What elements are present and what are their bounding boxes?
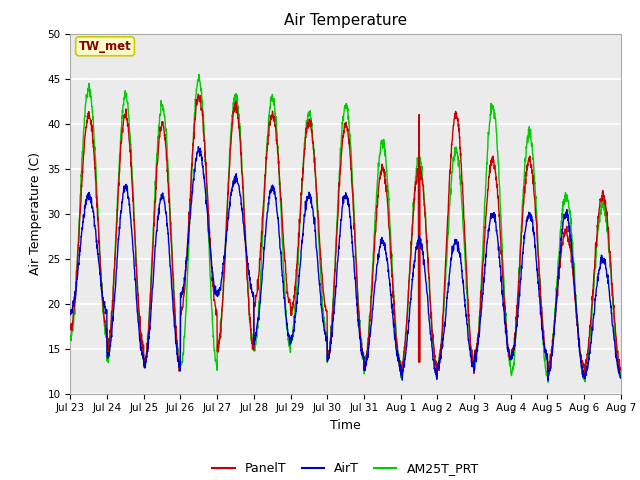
AM25T_PRT: [195, 72, 203, 77]
PanelT: [374, 201, 381, 207]
AirT: [544, 377, 552, 383]
AirT: [506, 354, 513, 360]
Title: Air Temperature: Air Temperature: [284, 13, 407, 28]
X-axis label: Time: Time: [330, 419, 361, 432]
Line: AM25T_PRT: AM25T_PRT: [70, 74, 621, 382]
Line: AirT: AirT: [70, 147, 621, 380]
AM25T_PRT: [362, 361, 369, 367]
AirT: [584, 364, 592, 370]
AirT: [195, 144, 202, 150]
PanelT: [506, 355, 513, 360]
AirT: [362, 360, 369, 366]
AirT: [220, 253, 228, 259]
AirT: [374, 260, 381, 266]
AM25T_PRT: [544, 379, 552, 385]
AM25T_PRT: [220, 267, 228, 273]
AM25T_PRT: [374, 178, 381, 184]
PanelT: [67, 323, 74, 329]
AM25T_PRT: [584, 360, 592, 366]
AM25T_PRT: [617, 369, 625, 375]
Text: TW_met: TW_met: [79, 40, 131, 53]
Y-axis label: Air Temperature (C): Air Temperature (C): [29, 152, 42, 275]
AM25T_PRT: [67, 335, 74, 340]
PanelT: [362, 356, 369, 361]
AirT: [67, 312, 74, 317]
PanelT: [568, 265, 576, 271]
Line: PanelT: PanelT: [70, 94, 621, 375]
PanelT: [220, 270, 228, 276]
PanelT: [617, 368, 625, 373]
Legend: PanelT, AirT, AM25T_PRT: PanelT, AirT, AM25T_PRT: [207, 457, 484, 480]
AM25T_PRT: [569, 239, 577, 245]
PanelT: [584, 346, 592, 352]
AirT: [569, 258, 577, 264]
PanelT: [581, 372, 589, 378]
PanelT: [195, 91, 202, 97]
AM25T_PRT: [506, 363, 513, 369]
AirT: [617, 373, 625, 379]
